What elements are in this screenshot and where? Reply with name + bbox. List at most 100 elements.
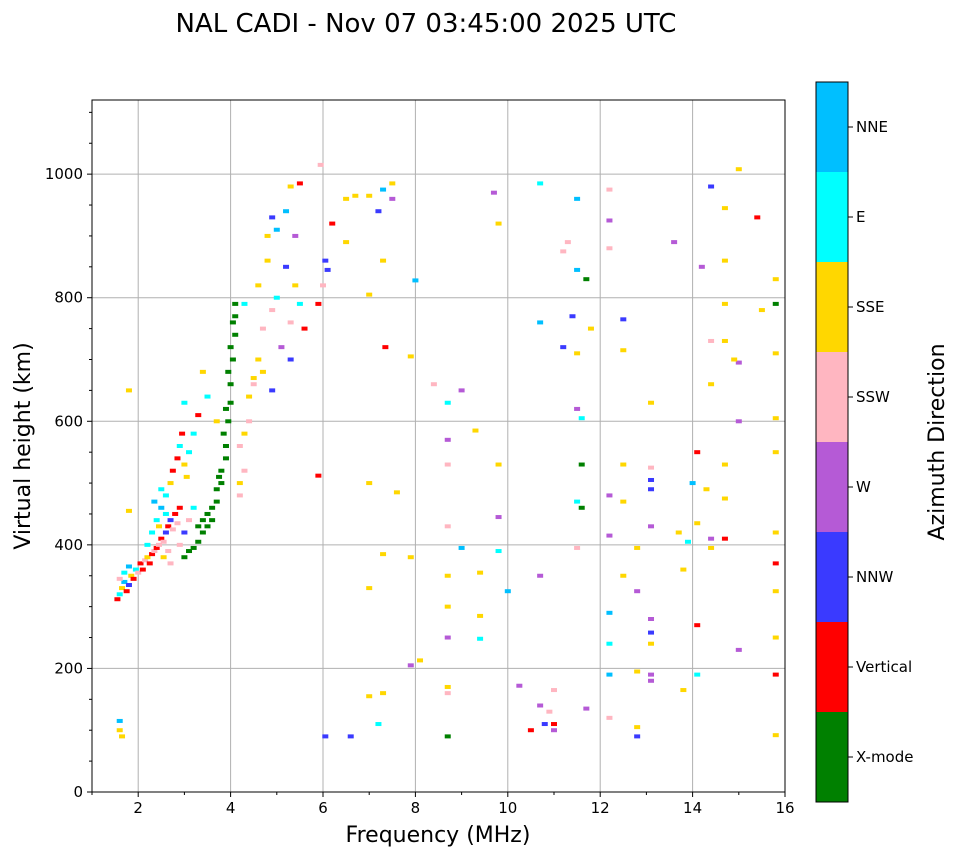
x-tick-label: 8 (411, 799, 421, 817)
data-point-e (190, 505, 197, 510)
colorbar-label-sse: SSE (856, 298, 885, 316)
data-point-sse (167, 481, 174, 486)
data-point-sse (772, 450, 779, 455)
y-tick-label: 200 (54, 659, 83, 677)
data-point-sse (380, 691, 387, 696)
data-point-x-mode (583, 277, 590, 282)
data-point-w (583, 706, 590, 711)
data-point-w (634, 589, 641, 594)
data-point-w (648, 524, 655, 529)
data-point-x-mode (209, 505, 216, 510)
data-point-sse (160, 555, 167, 560)
data-point-ssw (167, 561, 174, 566)
data-point-nne (116, 718, 123, 723)
data-point-sse (675, 530, 682, 535)
data-point-x-mode (181, 555, 188, 560)
data-point-e (375, 722, 382, 727)
data-point-w (671, 240, 678, 245)
data-point-e (241, 301, 248, 306)
data-point-w (407, 663, 414, 668)
data-point-e (273, 295, 280, 300)
data-point-sse (250, 376, 257, 381)
data-point-w (278, 345, 285, 350)
data-point-sse (574, 351, 581, 356)
plot-frame (91, 99, 786, 793)
data-point-nne (504, 589, 511, 594)
data-point-x-mode (229, 357, 236, 362)
data-point-sse (634, 545, 641, 550)
data-point-sse (620, 499, 627, 504)
data-point-x-mode (225, 419, 232, 424)
data-point-sse (366, 481, 373, 486)
data-point-sse (407, 555, 414, 560)
data-point-e (296, 301, 303, 306)
data-point-vertical (158, 536, 165, 541)
data-point-nne (121, 579, 128, 584)
data-point-ssw (648, 465, 655, 470)
data-point-sse (772, 733, 779, 738)
colorbar-segment-x-mode (816, 712, 848, 802)
data-point-w (606, 533, 613, 538)
data-point-vertical (174, 456, 181, 461)
data-point-sse (259, 369, 266, 374)
data-point-sse (236, 481, 243, 486)
data-point-e (204, 394, 211, 399)
data-point-sse (703, 487, 710, 492)
data-point-ssw (151, 549, 158, 554)
data-point-vertical (165, 524, 172, 529)
data-point-ssw (320, 283, 326, 288)
data-point-x-mode (218, 481, 225, 486)
data-point-ssw (269, 308, 276, 313)
data-point-nne (273, 227, 280, 232)
data-point-e (181, 400, 188, 405)
data-point-sse (721, 496, 728, 501)
data-point-nne (574, 196, 581, 201)
data-point-sse (116, 728, 123, 733)
data-point-sse (264, 258, 271, 263)
data-point-sse (495, 462, 502, 467)
data-point-sse (366, 193, 373, 198)
data-point-vertical (315, 473, 322, 478)
y-tick-label: 600 (54, 412, 83, 430)
data-point-ssw (444, 462, 451, 467)
data-point-x-mode (578, 462, 585, 467)
data-point-x-mode (222, 456, 229, 461)
data-point-x-mode (190, 545, 197, 550)
data-point-sse (648, 641, 655, 646)
data-point-e (132, 567, 139, 572)
data-point-x-mode (227, 400, 234, 405)
colorbar-segment-ssw (816, 352, 848, 442)
data-point-sse (721, 301, 728, 306)
data-point-sse (620, 348, 627, 353)
data-point-sse (772, 530, 779, 535)
colorbar-segment-sse (816, 262, 848, 352)
data-point-e (444, 400, 451, 405)
x-tick-label: 14 (683, 799, 702, 817)
data-point-sse (119, 734, 126, 739)
data-point-w (551, 728, 557, 733)
data-point-sse (758, 308, 765, 313)
data-point-ssw (250, 382, 257, 387)
data-point-x-mode (199, 518, 206, 523)
data-point-x-mode (225, 369, 232, 374)
data-point-x-mode (772, 301, 779, 306)
data-point-sse (680, 567, 687, 572)
data-point-ssw (444, 524, 451, 529)
data-point-w (606, 218, 613, 223)
y-tick-label: 400 (54, 536, 83, 554)
data-point-sse (407, 354, 414, 359)
data-point-sse (444, 573, 451, 578)
data-point-x-mode (213, 487, 220, 492)
colorbar-label-vertical: Vertical (856, 658, 912, 676)
data-point-ssw (241, 468, 248, 473)
data-point-sse (680, 688, 687, 693)
data-point-ssw (546, 709, 553, 714)
data-point-nne (412, 278, 419, 283)
data-point-nnw (269, 215, 276, 220)
data-point-ssw (169, 527, 176, 532)
data-point-sse (366, 694, 373, 699)
y-axis-label: Virtual height (km) (11, 342, 36, 549)
data-point-nnw (347, 734, 354, 739)
data-point-x-mode (186, 549, 193, 554)
data-point-vertical (754, 215, 761, 220)
